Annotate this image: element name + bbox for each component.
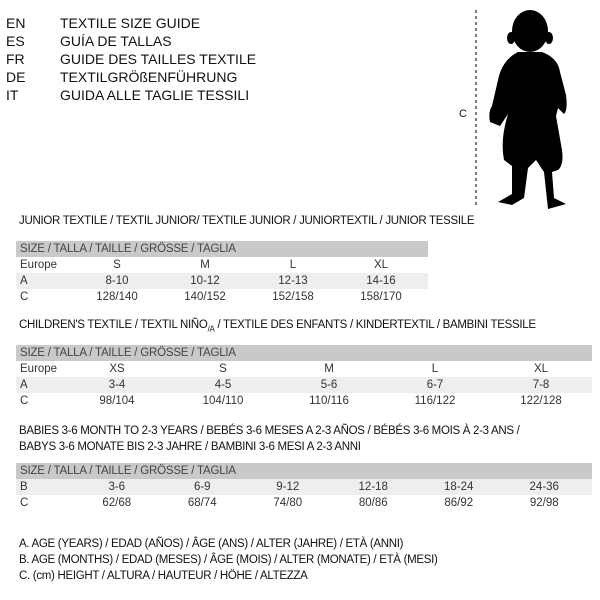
table-cell: M (200, 259, 210, 271)
babies-title-line2: BABYS 3-6 MONATE BIS 2-3 JAHRE / BAMBINI… (19, 441, 361, 453)
table-cell: 98/104 (99, 395, 135, 407)
table-cell: 14-16 (366, 275, 396, 287)
row-label: C (20, 395, 29, 407)
table-cell: 74/80 (273, 497, 303, 509)
table-cell: 6-7 (426, 379, 444, 391)
table-cell: L (289, 259, 297, 271)
height-measure-label: C (459, 108, 467, 120)
table-row: C 128/140 140/152 152/158 158/170 (16, 289, 428, 305)
language-title-en: EN TEXTILE SIZE GUIDE (6, 14, 200, 32)
language-title-de: DE TEXTILGRÖßENFÜHRUNG (6, 68, 237, 86)
table-cell: 86/92 (444, 497, 474, 509)
babies-title-line1: BABIES 3-6 MONTH TO 2-3 YEARS / BEBÉS 3-… (19, 425, 520, 437)
language-code: FR (6, 51, 25, 67)
table-cell: 62/68 (102, 497, 132, 509)
table-cell: 24-36 (529, 481, 559, 493)
row-label: Europe (20, 259, 58, 271)
table-cell: 5-6 (320, 379, 338, 391)
table-cell: XL (373, 259, 389, 271)
language-text: TEXTILE SIZE GUIDE (60, 15, 201, 31)
table-cell: 6-9 (193, 481, 211, 493)
table-cell: S (113, 259, 121, 271)
table-cell: 12-13 (278, 275, 308, 287)
language-code: EN (6, 15, 26, 31)
table-cell: M (324, 363, 334, 375)
table-cell: 128/140 (96, 291, 138, 303)
language-text: GUÍA DE TALLAS (60, 33, 172, 49)
table-row: A 3-4 4-5 5-6 6-7 7-8 (16, 377, 592, 393)
row-label: Europe (20, 363, 58, 375)
junior-title: JUNIOR TEXTILE / TEXTIL JUNIOR/ TEXTILE … (19, 215, 475, 227)
row-label: B (20, 481, 28, 493)
table-cell: 7-8 (532, 379, 550, 391)
table-cell: 122/128 (520, 395, 562, 407)
table-cell: 158/170 (360, 291, 402, 303)
table-cell: 104/110 (202, 395, 244, 407)
table-cell: 140/152 (184, 291, 226, 303)
legend-c: C. (cm) HEIGHT / ALTURA / HAUTEUR / HÖHE… (19, 570, 308, 582)
language-title-fr: FR GUIDE DES TAILLES TEXTILE (6, 50, 256, 68)
table-header: SIZE / TALLA / TAILLE / GRÖSSE / TAGLIA (16, 241, 428, 257)
table-cell: 80/86 (358, 497, 388, 509)
table-cell: 3-4 (108, 379, 126, 391)
table-cell: 152/158 (272, 291, 314, 303)
table-row: Europe XS S M L XL (16, 361, 592, 377)
child-silhouette-icon (475, 10, 567, 209)
row-label: C (20, 291, 29, 303)
table-cell: 3-6 (108, 481, 126, 493)
table-cell: 68/74 (187, 497, 217, 509)
row-label: A (20, 379, 28, 391)
legend-b: B. AGE (MONTHS) / EDAD (MESES) / ÂGE (MO… (19, 554, 438, 566)
table-cell: 9-12 (276, 481, 300, 493)
language-title-es: ES GUÍA DE TALLAS (6, 32, 172, 50)
table-cell: 92/98 (529, 497, 559, 509)
table-row: C 98/104 104/110 110/116 116/122 122/128 (16, 393, 592, 409)
language-text: TEXTILGRÖßENFÜHRUNG (60, 69, 238, 85)
language-code: IT (6, 87, 19, 103)
table-cell: 10-12 (190, 275, 220, 287)
language-text: GUIDA ALLE TAGLIE TESSILI (60, 87, 250, 103)
children-title: CHILDREN'S TEXTILE / TEXTIL NIÑO/A / TEX… (19, 319, 536, 334)
row-label: C (20, 497, 29, 509)
table-header: SIZE / TALLA / TAILLE / GRÖSSE / TAGLIA (16, 463, 592, 479)
table-row: B 3-6 6-9 9-12 12-18 18-24 24-36 (16, 479, 592, 495)
table-cell: 116/122 (414, 395, 456, 407)
table-cell: L (431, 363, 439, 375)
table-cell: 8-10 (105, 275, 129, 287)
language-code: ES (6, 33, 25, 49)
table-cell: S (219, 363, 227, 375)
language-title-it: IT GUIDA ALLE TAGLIE TESSILI (6, 86, 249, 104)
table-cell: 110/116 (309, 395, 349, 407)
table-header: SIZE / TALLA / TAILLE / GRÖSSE / TAGLIA (16, 345, 592, 361)
language-text: GUIDE DES TAILLES TEXTILE (60, 51, 257, 67)
children-size-table: SIZE / TALLA / TAILLE / GRÖSSE / TAGLIA … (16, 345, 592, 409)
table-cell: XS (109, 363, 125, 375)
table-row: A 8-10 10-12 12-13 14-16 (16, 273, 428, 289)
babies-size-table: SIZE / TALLA / TAILLE / GRÖSSE / TAGLIA … (16, 463, 592, 511)
language-code: DE (6, 69, 26, 85)
row-label: A (20, 275, 28, 287)
table-cell: 18-24 (444, 481, 474, 493)
table-row: Europe S M L XL (16, 257, 428, 273)
legend-a: A. AGE (YEARS) / EDAD (AÑOS) / ÂGE (ANS)… (19, 538, 404, 550)
table-cell: 12-18 (358, 481, 388, 493)
table-cell: 4-5 (214, 379, 232, 391)
table-row: C 62/68 68/74 74/80 80/86 86/92 92/98 (16, 495, 592, 511)
junior-size-table: SIZE / TALLA / TAILLE / GRÖSSE / TAGLIA … (16, 241, 428, 305)
table-cell: XL (533, 363, 549, 375)
